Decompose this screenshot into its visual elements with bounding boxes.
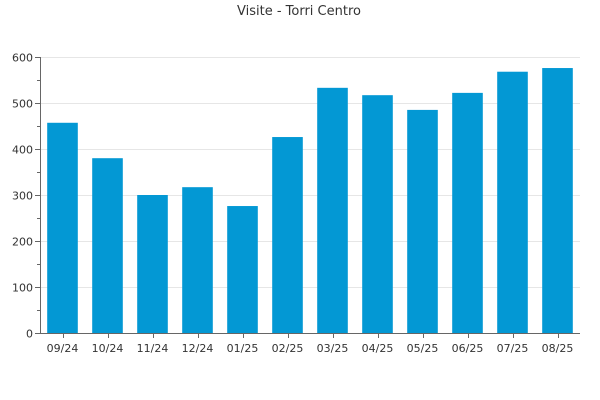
y-tick-label: 100: [12, 282, 33, 295]
bar: [92, 158, 123, 333]
bar: [407, 109, 438, 334]
bars: [47, 68, 573, 334]
y-tick-labels: 0 100 200 300 400 500 600: [12, 52, 33, 341]
x-tick-label: 02/25: [272, 342, 304, 355]
bar: [497, 71, 528, 333]
x-tick-label: 09/24: [47, 342, 79, 355]
bar: [137, 195, 168, 333]
bar: [272, 137, 303, 333]
x-tick-label: 06/25: [452, 342, 484, 355]
x-tick-label: 11/24: [137, 342, 169, 355]
x-tick-label: 10/24: [92, 342, 124, 355]
chart-title: Visite - Torri Centro: [237, 4, 361, 19]
bar: [362, 95, 393, 334]
y-tick-label: 0: [26, 328, 33, 341]
y-tick-label: 600: [12, 52, 33, 65]
bar: [452, 92, 483, 333]
bar: [227, 206, 258, 333]
bar: [542, 68, 573, 333]
bar: [47, 122, 78, 333]
x-tick-label: 03/25: [317, 342, 349, 355]
y-tick-label: 200: [12, 236, 33, 249]
x-tick-labels: 09/24 10/24 11/24 12/24 01/25 02/25 03/25 04/25…: [47, 342, 574, 355]
y-tick-label: 500: [12, 98, 33, 111]
y-tick-label: 300: [12, 190, 33, 203]
bar: [317, 87, 348, 333]
x-tick-label: 01/25: [227, 342, 259, 355]
x-tick-label: 07/25: [497, 342, 529, 355]
x-tick-label: 12/24: [182, 342, 214, 355]
y-tick-label: 400: [12, 144, 33, 157]
axes: [35, 57, 580, 338]
gridlines: [40, 57, 580, 288]
bar: [182, 187, 213, 333]
x-tick-label: 08/25: [542, 342, 574, 355]
x-tick-label: 05/25: [407, 342, 439, 355]
x-tick-label: 04/25: [362, 342, 394, 355]
